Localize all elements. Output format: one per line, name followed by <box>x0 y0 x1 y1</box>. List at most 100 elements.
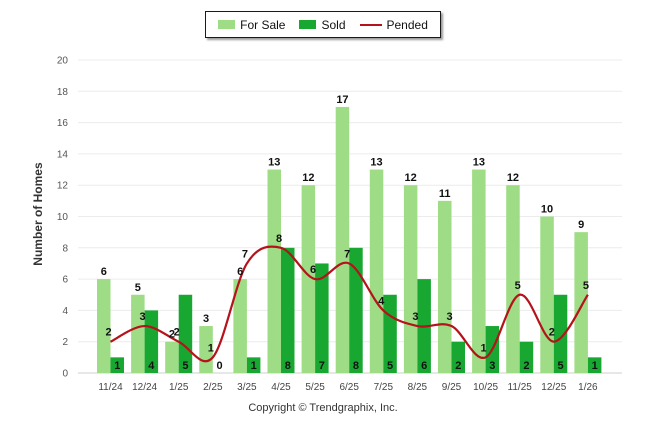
x-tick-label: 2/25 <box>203 382 223 393</box>
data-label-sold: 2 <box>523 360 529 372</box>
data-label-pended: 1 <box>208 342 214 354</box>
data-label-sold: 5 <box>182 360 188 372</box>
y-tick-label: 2 <box>62 337 68 348</box>
data-label-pended: 3 <box>412 311 418 323</box>
data-label-for-sale: 6 <box>101 266 107 278</box>
bar-for-sale[interactable] <box>301 185 316 373</box>
x-tick-label: 3/25 <box>237 382 257 393</box>
y-tick-label: 10 <box>57 212 69 223</box>
bar-sold[interactable] <box>553 294 568 373</box>
x-tick-label: 6/25 <box>339 382 359 393</box>
x-tick-label: 9/25 <box>442 382 462 393</box>
data-label-for-sale: 13 <box>370 157 382 169</box>
legend-label-pended: Pended <box>386 17 428 32</box>
bar-for-sale[interactable] <box>335 106 350 373</box>
bar-for-sale[interactable] <box>369 169 384 373</box>
data-label-pended: 3 <box>140 311 146 323</box>
legend-swatch-for-sale <box>218 20 236 29</box>
bar-sold[interactable] <box>587 357 602 373</box>
y-tick-label: 14 <box>57 149 69 160</box>
x-tick-label: 12/24 <box>132 382 157 393</box>
data-label-for-sale: 2 <box>169 329 175 341</box>
y-tick-label: 8 <box>62 243 68 254</box>
x-tick-label: 1/26 <box>578 382 598 393</box>
x-tick-label: 11/25 <box>508 382 533 393</box>
bar-for-sale[interactable] <box>574 232 588 373</box>
data-label-for-sale: 9 <box>578 219 584 231</box>
data-label-for-sale: 12 <box>405 172 417 184</box>
y-tick-label: 0 <box>62 369 68 380</box>
x-tick-label: 11/24 <box>98 382 123 393</box>
bar-for-sale[interactable] <box>131 294 145 373</box>
legend-item-for-sale[interactable]: For Sale <box>218 18 285 32</box>
bar-sold[interactable] <box>178 294 193 373</box>
bar-sold[interactable] <box>451 341 466 373</box>
bar-for-sale[interactable] <box>233 279 247 373</box>
y-tick-label: 4 <box>62 306 68 317</box>
y-tick-label: 18 <box>57 87 69 98</box>
y-tick-label: 16 <box>57 118 69 129</box>
bar-sold[interactable] <box>519 341 534 373</box>
data-label-for-sale: 10 <box>541 204 553 216</box>
data-label-pended: 5 <box>515 280 521 292</box>
x-tick-label: 10/25 <box>473 382 498 393</box>
data-label-for-sale: 17 <box>336 94 348 106</box>
x-tick-label: 5/25 <box>305 382 325 393</box>
copyright-text: Copyright © Trendgraphix, Inc. <box>248 402 398 414</box>
data-label-pended: 7 <box>242 248 248 260</box>
data-label-sold: 5 <box>387 360 393 372</box>
data-label-pended: 4 <box>378 295 385 307</box>
data-label-pended: 8 <box>276 233 282 245</box>
data-label-pended: 5 <box>583 280 589 292</box>
data-label-sold: 0 <box>216 360 222 372</box>
data-label-for-sale: 3 <box>203 313 209 325</box>
data-label-pended: 2 <box>174 327 180 339</box>
data-label-pended: 7 <box>344 248 350 260</box>
y-tick-label: 6 <box>62 275 68 286</box>
data-label-sold: 7 <box>319 360 325 372</box>
bar-for-sale[interactable] <box>97 279 111 373</box>
bar-for-sale[interactable] <box>540 216 554 374</box>
data-label-for-sale: 13 <box>268 157 280 169</box>
legend-swatch-pended <box>359 23 382 26</box>
pended-line[interactable] <box>109 245 589 363</box>
data-label-pended: 2 <box>105 327 111 339</box>
bar-for-sale[interactable] <box>472 169 486 373</box>
bar-sold[interactable] <box>315 263 329 373</box>
bar-sold[interactable] <box>246 357 261 373</box>
legend-item-sold[interactable]: Sold <box>299 17 346 32</box>
data-label-sold: 8 <box>285 360 291 372</box>
x-tick-label: 4/25 <box>271 382 291 393</box>
y-tick-label: 12 <box>57 181 69 192</box>
data-label-sold: 6 <box>421 360 427 372</box>
x-tick-label: 7/25 <box>374 382 394 393</box>
data-label-for-sale: 5 <box>135 282 141 294</box>
data-label-for-sale: 6 <box>237 266 243 278</box>
data-label-sold: 1 <box>114 360 120 372</box>
data-label-for-sale: 11 <box>439 188 451 200</box>
bar-sold[interactable] <box>281 247 295 373</box>
x-tick-label: 1/25 <box>169 382 189 393</box>
legend: For Sale Sold Pended <box>205 11 441 38</box>
data-label-sold: 4 <box>148 360 155 372</box>
y-tick-label: 20 <box>57 56 69 67</box>
data-label-pended: 1 <box>481 342 487 354</box>
bar-sold[interactable] <box>349 247 363 373</box>
legend-item-pended[interactable]: Pended <box>359 17 428 32</box>
bar-sold[interactable] <box>110 357 125 373</box>
bar-for-sale[interactable] <box>165 341 179 373</box>
legend-label-sold: Sold <box>321 17 346 32</box>
legend-swatch-sold <box>299 20 317 29</box>
bar-for-sale[interactable] <box>438 200 452 373</box>
bar-for-sale[interactable] <box>267 169 282 373</box>
data-label-sold: 5 <box>557 360 563 372</box>
legend-label-for-sale: For Sale <box>240 17 286 32</box>
bar-for-sale[interactable] <box>506 185 520 373</box>
data-label-for-sale: 12 <box>507 172 519 184</box>
bar-for-sale[interactable] <box>403 185 418 373</box>
data-label-sold: 1 <box>592 360 598 372</box>
data-label-for-sale: 12 <box>302 172 314 184</box>
data-label-for-sale: 13 <box>473 157 485 169</box>
data-label-sold: 1 <box>251 360 257 372</box>
